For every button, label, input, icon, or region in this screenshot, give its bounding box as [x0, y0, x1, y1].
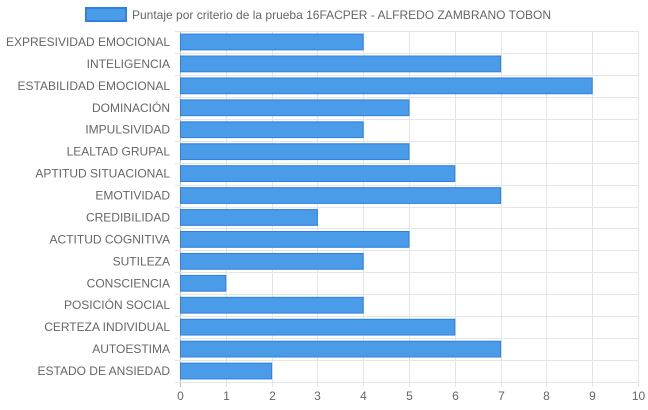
- bar[interactable]: [180, 274, 227, 292]
- bar[interactable]: [180, 77, 593, 95]
- bar[interactable]: [180, 121, 364, 139]
- bar[interactable]: [180, 187, 502, 204]
- x-tick-label: 2: [269, 389, 276, 403]
- category-labels: EXPRESIVIDAD EMOCIONAL INTELIGENCIA ESTABI…: [6, 35, 170, 378]
- category-label: ESTABILIDAD EMOCIONAL: [18, 79, 171, 93]
- x-tick-labels: 0 1 2 3 4 5 6 7 8 9 10: [177, 389, 645, 403]
- category-label: IMPULSIVIDAD: [85, 123, 170, 137]
- bar[interactable]: [180, 252, 364, 270]
- category-label: SUTILEZA: [113, 254, 170, 268]
- x-tick-label: 3: [314, 389, 321, 403]
- category-label: CERTEZA INDIVIDUAL: [44, 320, 170, 334]
- bar[interactable]: [180, 209, 318, 226]
- category-label: INTELIGENCIA: [87, 57, 170, 71]
- bar[interactable]: [180, 362, 273, 380]
- x-tick-label: 10: [632, 389, 646, 403]
- bar[interactable]: [180, 340, 502, 358]
- bars: [180, 33, 593, 380]
- bar[interactable]: [180, 55, 502, 73]
- category-label: AUTOESTIMA: [92, 342, 170, 356]
- x-tick-label: 7: [498, 389, 505, 403]
- bar[interactable]: [180, 99, 410, 117]
- bar[interactable]: [180, 165, 456, 182]
- category-label: EMOTIVIDAD: [95, 189, 170, 203]
- category-label: EXPRESIVIDAD EMOCIONAL: [6, 35, 170, 49]
- bar[interactable]: [180, 231, 410, 248]
- legend[interactable]: Puntaje por criterio de la prueba 16FACP…: [85, 7, 551, 22]
- legend-swatch: [85, 7, 127, 22]
- category-label: ESTADO DE ANSIEDAD: [38, 364, 171, 378]
- x-tick-label: 6: [452, 389, 459, 403]
- bar[interactable]: [180, 33, 364, 51]
- category-label: CONSCIENCIA: [87, 276, 170, 290]
- category-label: APTITUD SITUACIONAL: [35, 167, 170, 181]
- bar[interactable]: [180, 296, 364, 314]
- category-label: ACTITUD COGNITIVA: [50, 232, 170, 246]
- x-tick-label: 0: [177, 389, 184, 403]
- category-label: CREDIBILIDAD: [86, 210, 170, 224]
- category-label: POSICIÓN SOCIAL: [64, 297, 170, 312]
- category-label: LEALTAD GRUPAL: [67, 145, 171, 159]
- legend-label: Puntaje por criterio de la prueba 16FACP…: [132, 8, 551, 22]
- bar[interactable]: [180, 143, 410, 161]
- x-tick-label: 1: [223, 389, 230, 403]
- x-tick-label: 8: [543, 389, 550, 403]
- x-tick-label: 9: [589, 389, 596, 403]
- x-tick-label: 4: [360, 389, 367, 403]
- category-label: DOMINACIÓN: [92, 100, 170, 115]
- x-tick-label: 5: [406, 389, 413, 403]
- bar[interactable]: [180, 318, 456, 336]
